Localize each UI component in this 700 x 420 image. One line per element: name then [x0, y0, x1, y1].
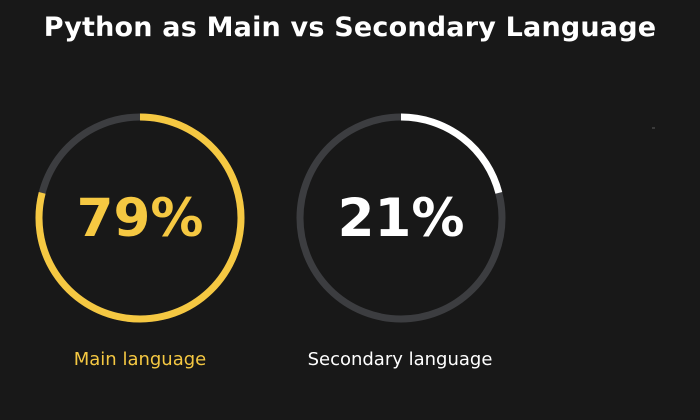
- secondary-language-label: Secondary language: [307, 349, 493, 370]
- gauge-secondary-arc: [400, 113, 503, 194]
- main-language-label: Main language: [73, 349, 207, 370]
- gauge-main: 79%: [35, 113, 245, 323]
- gauge-main-value: 79%: [77, 188, 204, 249]
- gauge-secondary: 21%: [296, 113, 506, 323]
- gauge-main-arc: [35, 113, 245, 323]
- gauge-secondary-value: 21%: [338, 188, 465, 249]
- stray-mark: [652, 127, 655, 129]
- chart-title: Python as Main vs Secondary Language: [43, 12, 657, 43]
